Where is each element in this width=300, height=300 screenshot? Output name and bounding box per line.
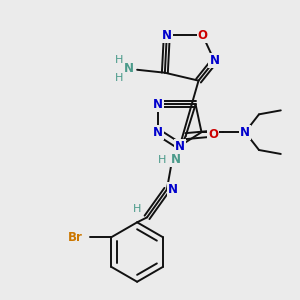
Text: Br: Br (68, 231, 83, 244)
Text: N: N (124, 62, 134, 75)
Text: H: H (115, 55, 124, 65)
Text: N: N (153, 98, 163, 111)
Text: O: O (208, 128, 218, 141)
Text: N: N (175, 140, 185, 152)
Text: N: N (168, 183, 178, 196)
Text: H: H (158, 155, 166, 165)
Text: H: H (133, 204, 141, 214)
Text: N: N (162, 28, 172, 42)
Text: N: N (240, 126, 250, 139)
Text: N: N (209, 54, 219, 67)
Text: N: N (171, 153, 181, 167)
Text: N: N (153, 126, 163, 139)
Text: H: H (115, 73, 124, 83)
Text: O: O (197, 28, 208, 42)
